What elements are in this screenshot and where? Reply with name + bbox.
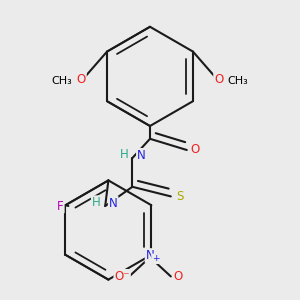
Text: O: O	[190, 143, 200, 157]
Text: N: N	[137, 149, 146, 162]
Text: O: O	[173, 270, 182, 283]
Text: H: H	[92, 196, 100, 209]
Text: F: F	[57, 200, 64, 212]
Text: CH₃: CH₃	[52, 76, 72, 86]
Text: N: N	[146, 249, 154, 262]
Text: H: H	[120, 148, 129, 161]
Text: O: O	[76, 73, 86, 86]
Text: S: S	[176, 190, 184, 203]
Text: O⁻: O⁻	[114, 270, 130, 283]
Text: +: +	[152, 254, 160, 263]
Text: O: O	[214, 73, 224, 86]
Text: N: N	[109, 197, 118, 210]
Text: CH₃: CH₃	[228, 76, 248, 86]
